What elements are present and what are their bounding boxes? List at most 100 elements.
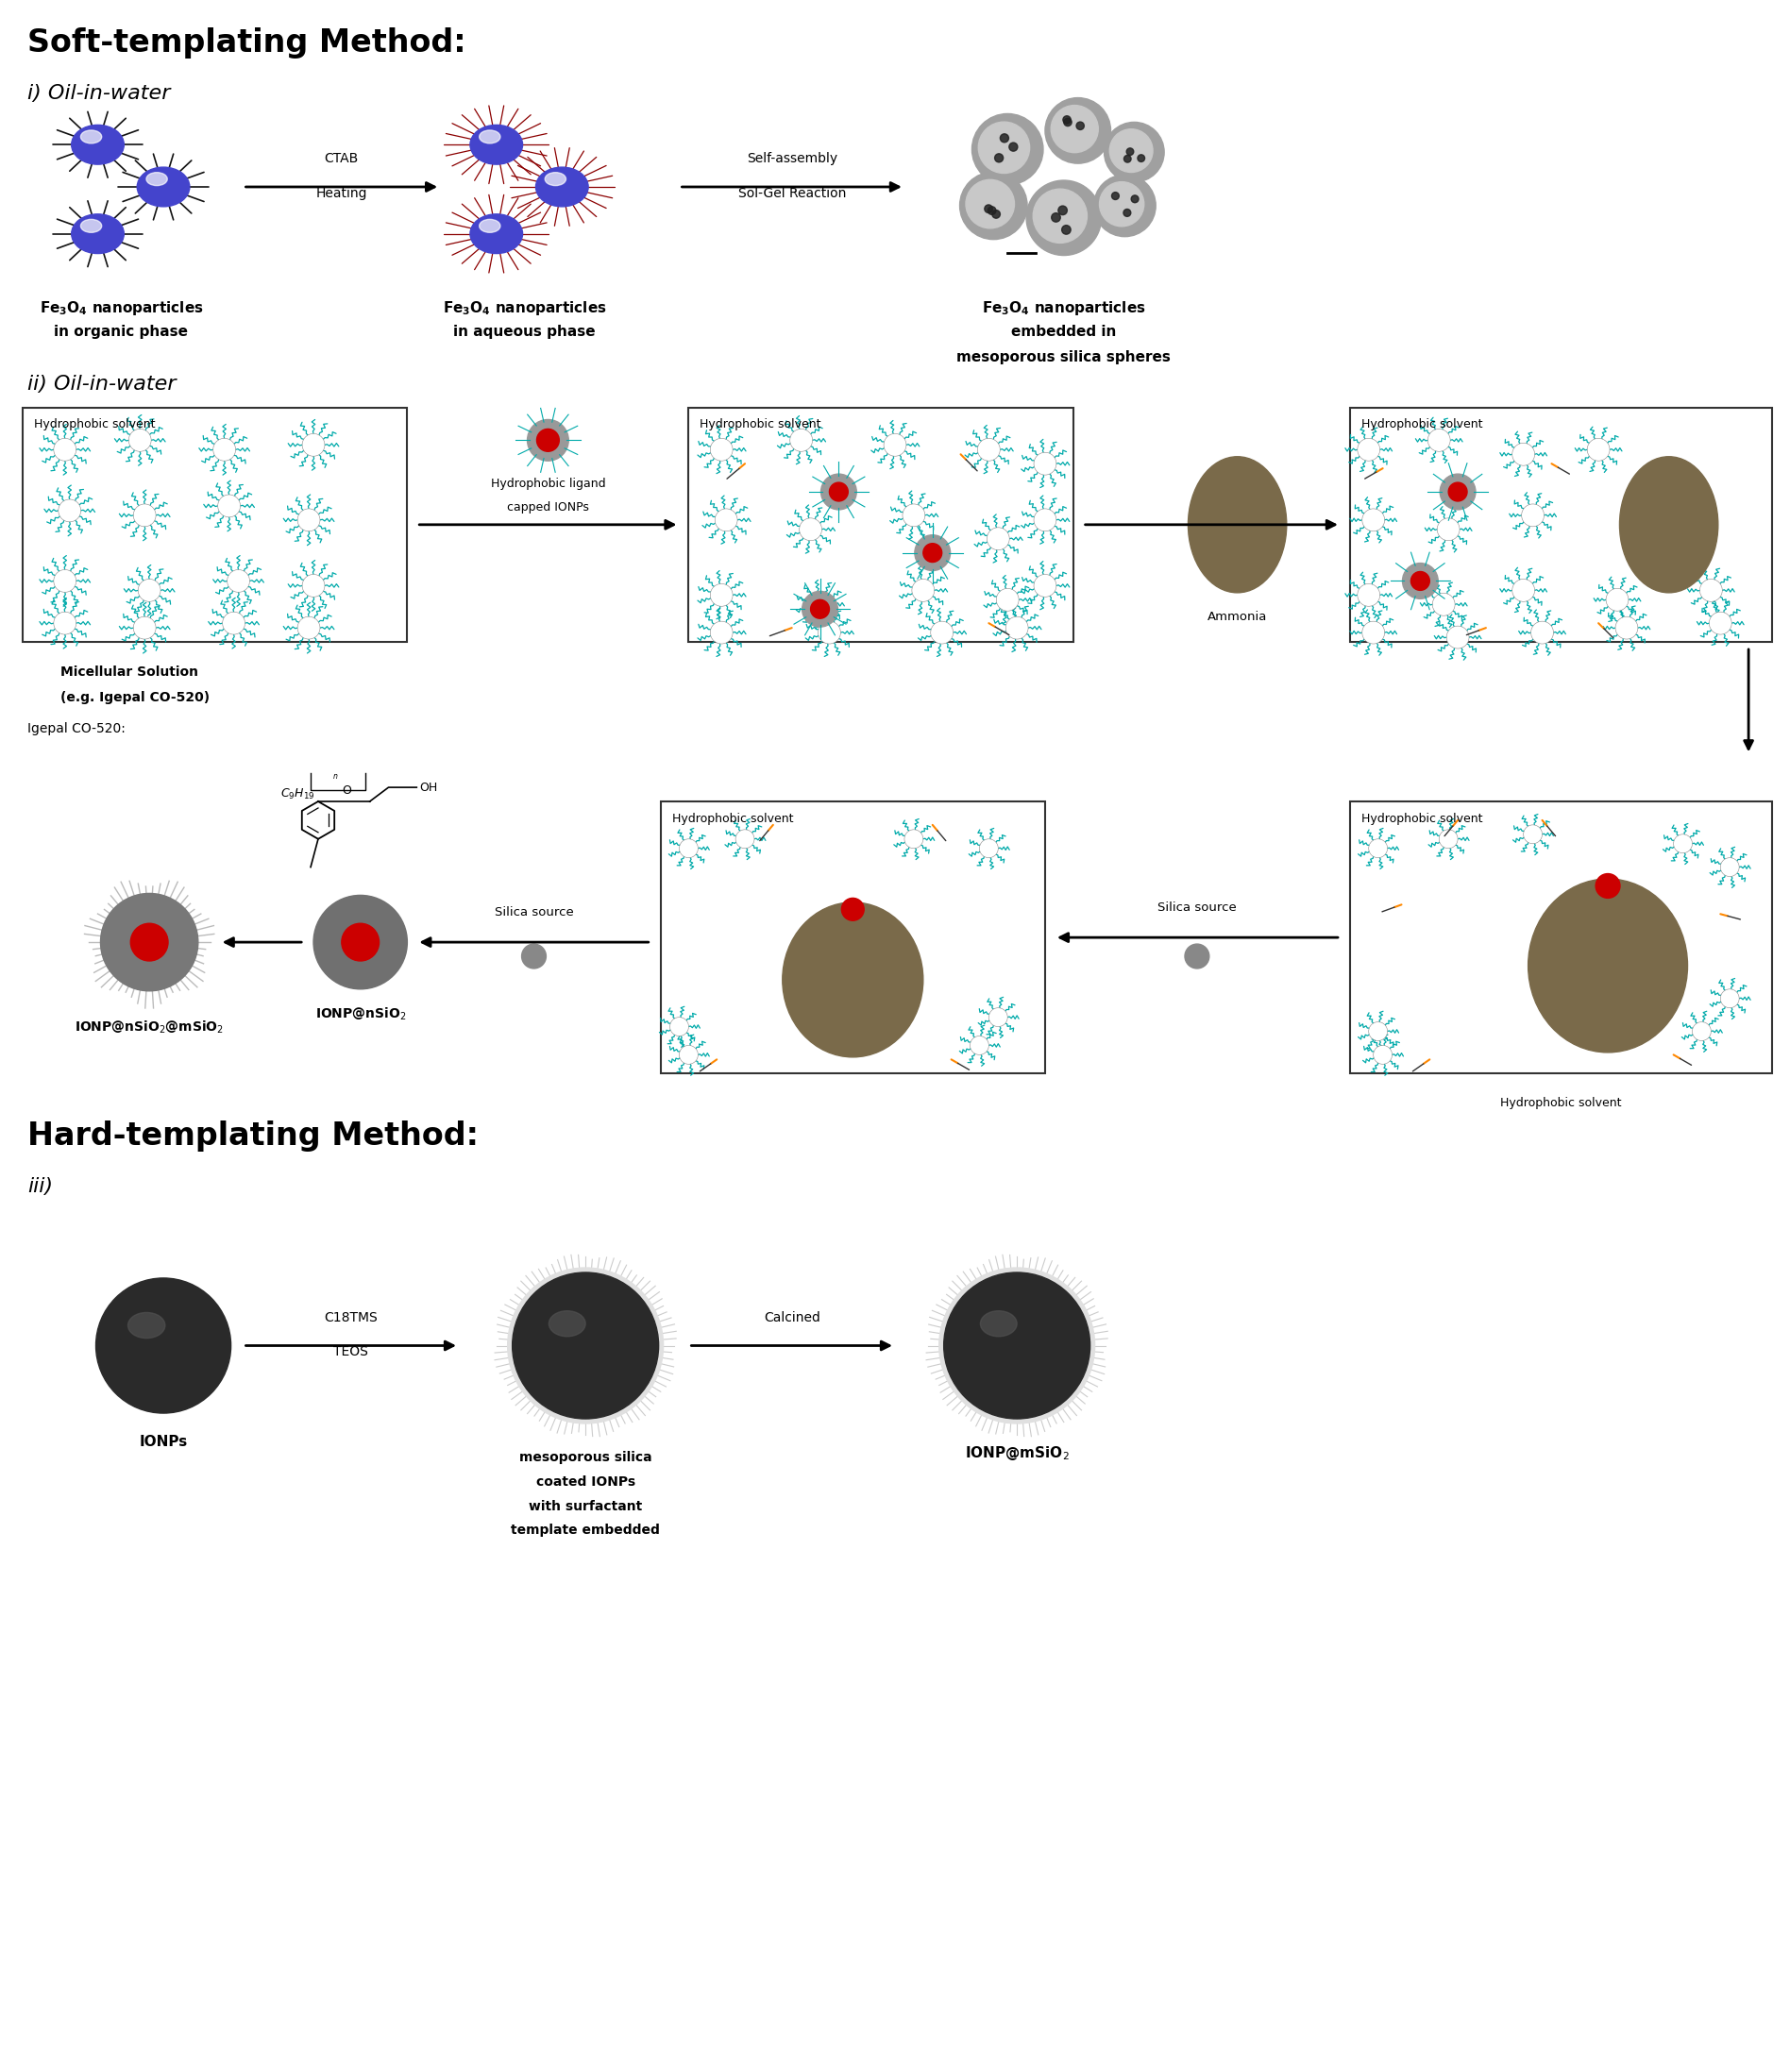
Circle shape: [1521, 503, 1545, 526]
Bar: [23, 408, 408, 642]
Circle shape: [1523, 825, 1543, 843]
Circle shape: [297, 617, 320, 638]
Circle shape: [1362, 622, 1385, 644]
Text: Calcined: Calcined: [764, 1312, 820, 1324]
Text: Hydrophobic solvent: Hydrophobic solvent: [34, 419, 156, 431]
Circle shape: [986, 528, 1010, 549]
Circle shape: [528, 419, 569, 460]
Circle shape: [1131, 195, 1138, 203]
Text: $\mathbf{Fe_3O_4}$ nanoparticles: $\mathbf{Fe_3O_4}$ nanoparticles: [442, 300, 607, 317]
Circle shape: [1588, 439, 1609, 460]
Ellipse shape: [1529, 879, 1688, 1053]
Circle shape: [1051, 213, 1060, 222]
Circle shape: [1033, 189, 1087, 242]
Bar: [661, 802, 1045, 1073]
Bar: [1350, 408, 1772, 642]
Circle shape: [131, 924, 168, 961]
Circle shape: [1063, 118, 1072, 126]
Circle shape: [1124, 209, 1131, 215]
Text: IONP@nSiO$_2$@mSiO$_2$: IONP@nSiO$_2$@mSiO$_2$: [75, 1019, 224, 1036]
Circle shape: [931, 622, 952, 644]
Circle shape: [736, 829, 754, 847]
Circle shape: [915, 535, 950, 570]
Circle shape: [1099, 182, 1144, 226]
Circle shape: [809, 593, 831, 615]
Text: Hard-templating Method:: Hard-templating Method:: [27, 1121, 478, 1152]
Circle shape: [521, 945, 546, 968]
Circle shape: [1402, 564, 1437, 599]
Circle shape: [943, 1272, 1090, 1419]
Circle shape: [1006, 617, 1027, 638]
Text: Ammonia: Ammonia: [1208, 611, 1267, 624]
Text: Hydrophobic ligand: Hydrophobic ligand: [490, 479, 605, 489]
Circle shape: [1094, 174, 1156, 236]
Circle shape: [227, 570, 249, 593]
Circle shape: [972, 114, 1044, 184]
Ellipse shape: [480, 220, 499, 232]
Text: iii): iii): [27, 1177, 54, 1196]
Circle shape: [342, 924, 379, 961]
Text: mesoporous silica spheres: mesoporous silica spheres: [956, 350, 1171, 365]
Circle shape: [218, 495, 240, 518]
Circle shape: [1411, 572, 1430, 591]
Circle shape: [940, 1268, 1095, 1423]
Circle shape: [297, 510, 320, 530]
Circle shape: [508, 1268, 664, 1423]
Circle shape: [995, 153, 1002, 162]
Circle shape: [1051, 106, 1099, 153]
Circle shape: [1058, 205, 1067, 215]
Circle shape: [1035, 574, 1056, 597]
Circle shape: [884, 433, 906, 456]
Circle shape: [59, 499, 81, 522]
Text: IONP@nSiO$_2$: IONP@nSiO$_2$: [315, 1007, 406, 1021]
Circle shape: [1112, 193, 1119, 199]
Ellipse shape: [782, 901, 924, 1057]
Text: ii) Oil-in-water: ii) Oil-in-water: [27, 375, 175, 394]
Circle shape: [967, 180, 1015, 228]
Circle shape: [512, 1272, 659, 1419]
Circle shape: [1606, 588, 1629, 611]
Circle shape: [1035, 452, 1056, 474]
Circle shape: [904, 829, 924, 847]
Circle shape: [1437, 518, 1459, 541]
Circle shape: [678, 1046, 698, 1065]
Circle shape: [902, 503, 925, 526]
Circle shape: [822, 474, 857, 510]
Circle shape: [711, 439, 732, 460]
Text: capped IONPs: capped IONPs: [507, 501, 589, 514]
Circle shape: [1126, 147, 1133, 155]
Circle shape: [1010, 143, 1019, 151]
Circle shape: [1446, 626, 1470, 649]
Text: $\mathbf{Fe_3O_4}$ nanoparticles: $\mathbf{Fe_3O_4}$ nanoparticles: [983, 300, 1146, 317]
Circle shape: [911, 578, 934, 601]
Text: $\mathbf{Fe_3O_4}$ nanoparticles: $\mathbf{Fe_3O_4}$ nanoparticles: [39, 300, 204, 317]
Circle shape: [979, 839, 999, 858]
Circle shape: [1061, 226, 1070, 234]
Circle shape: [1373, 1046, 1393, 1065]
Circle shape: [303, 433, 324, 456]
Text: Hydrophobic solvent: Hydrophobic solvent: [1500, 1096, 1622, 1109]
Circle shape: [678, 839, 698, 858]
Text: Hydrophobic solvent: Hydrophobic solvent: [671, 812, 793, 825]
Circle shape: [313, 895, 408, 988]
Ellipse shape: [1189, 456, 1287, 593]
Ellipse shape: [138, 168, 190, 207]
Circle shape: [222, 611, 245, 634]
Circle shape: [1428, 429, 1450, 452]
Ellipse shape: [1620, 456, 1718, 593]
Circle shape: [1357, 584, 1380, 607]
Text: Sol-Gel Reaction: Sol-Gel Reaction: [737, 186, 847, 201]
Text: Soft-templating Method:: Soft-templating Method:: [27, 27, 465, 58]
Text: $C_9H_{19}$: $C_9H_{19}$: [281, 787, 315, 802]
Ellipse shape: [72, 213, 124, 253]
Circle shape: [1530, 622, 1554, 644]
Circle shape: [711, 622, 732, 644]
Circle shape: [1063, 116, 1070, 124]
Circle shape: [669, 1017, 689, 1036]
Circle shape: [1595, 874, 1620, 897]
Text: Hydrophobic solvent: Hydrophobic solvent: [700, 419, 822, 431]
Text: IONP@mSiO$_2$: IONP@mSiO$_2$: [965, 1444, 1069, 1463]
Circle shape: [1369, 839, 1387, 858]
Text: Hydrophobic solvent: Hydrophobic solvent: [1360, 812, 1482, 825]
Circle shape: [213, 439, 236, 460]
